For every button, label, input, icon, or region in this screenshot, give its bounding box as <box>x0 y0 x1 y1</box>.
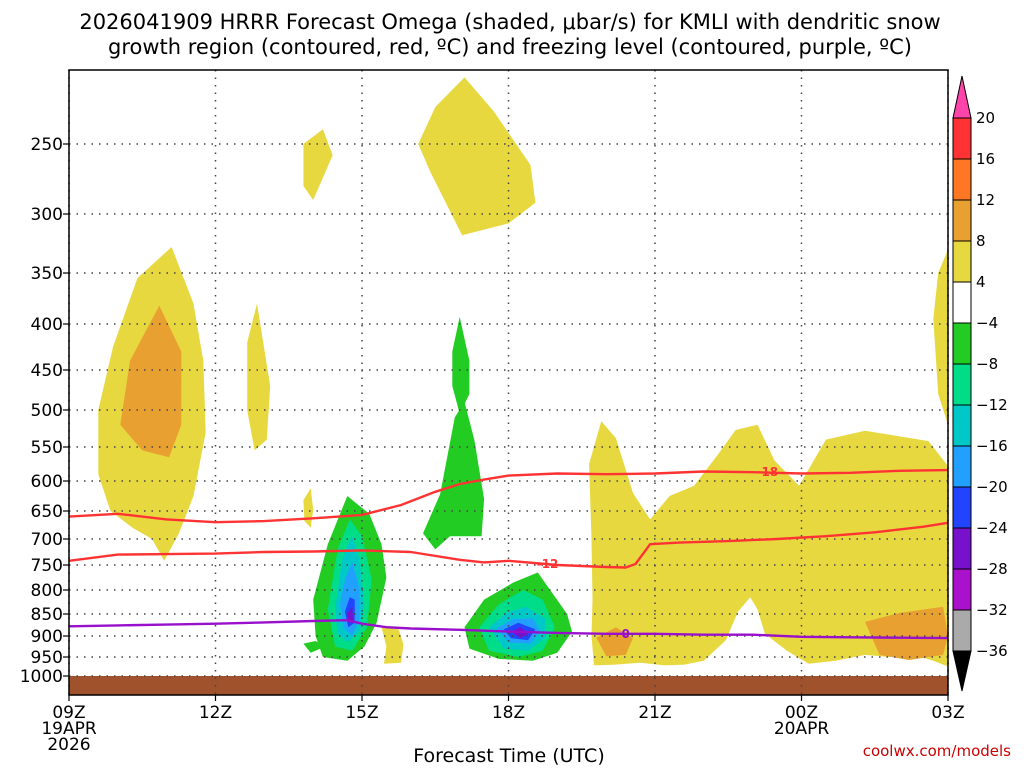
colorbar-swatch-12 <box>952 609 972 652</box>
y-tick-label-800: 800 <box>31 581 63 601</box>
colorbar-label-10: −24 <box>976 519 1008 537</box>
colorbar-label-5: −4 <box>976 314 998 332</box>
y-tick-label-700: 700 <box>31 530 63 550</box>
y-tick-label-1000: 1000 <box>20 667 63 687</box>
colorbar-label-7: −12 <box>976 396 1008 414</box>
contour-line--12 <box>69 521 948 569</box>
x-tick-label-0-1: 19APR <box>41 719 97 739</box>
x-tick-label-4-0: 21Z <box>638 703 671 723</box>
y-tick-label-950: 950 <box>31 648 63 668</box>
colorbar-label-2: 12 <box>976 191 995 209</box>
y-tick-label-250: 250 <box>31 135 63 155</box>
y-tick-label-600: 600 <box>31 472 63 492</box>
colorbar-label-11: −28 <box>976 560 1008 578</box>
colorbar-label-3: 8 <box>976 232 986 250</box>
y-axis-ticks: 2503003504004505005506006507007508008509… <box>20 135 69 687</box>
contour-label--12: -12 <box>537 557 559 571</box>
x-axis-title: Forecast Time (UTC) <box>413 745 604 767</box>
colorbar-label-8: −16 <box>976 437 1008 455</box>
colorbar-legend: 20 16 12 8 4 −4 −8 −12 −16 −20 −24 −28 −32 −36 <box>952 75 1008 692</box>
plot-area: -18 -12 0 <box>68 69 949 696</box>
omega-region-3 <box>303 129 333 200</box>
x-tick-label-1-0: 12Z <box>199 703 232 723</box>
colorbar-swatch-11 <box>952 568 972 611</box>
contour-label-0: 0 <box>622 627 630 641</box>
colorbar-swatch-9 <box>952 486 972 529</box>
colorbar-swatch-1 <box>952 158 972 201</box>
colorbar-label-4: 4 <box>976 273 986 291</box>
x-tick-label-6-0: 03Z <box>931 703 964 723</box>
y-tick-label-450: 450 <box>31 361 63 381</box>
y-tick-label-900: 900 <box>31 627 63 647</box>
x-tick-label-0-2: 2026 <box>47 735 90 755</box>
colorbar-label-9: −20 <box>976 478 1008 496</box>
contour-line--18 <box>69 468 948 524</box>
credit-link[interactable]: coolwx.com/models <box>863 742 1011 760</box>
colorbar-label-1: 16 <box>976 150 995 168</box>
colorbar-label-12: −32 <box>976 601 1008 619</box>
omega-region-7 <box>423 402 485 550</box>
colorbar-swatch-5 <box>952 322 972 365</box>
omega-region-24 <box>865 606 948 660</box>
colorbar-label-6: −8 <box>976 355 998 373</box>
omega-shading-layer <box>98 77 948 667</box>
x-tick-label-3-0: 18Z <box>492 703 525 723</box>
colorbar-label-13: −36 <box>976 642 1008 660</box>
colorbar-label-0: 20 <box>976 109 995 127</box>
omega-region-4 <box>418 77 536 236</box>
omega-region-22 <box>589 421 948 667</box>
omega-region-14 <box>303 641 326 653</box>
x-tick-label-5-0: 00Z <box>785 703 818 723</box>
y-tick-label-750: 750 <box>31 556 63 576</box>
contour-labels: -18 -12 0 <box>537 465 778 641</box>
colorbar-swatch-10 <box>952 527 972 570</box>
omega-region-1 <box>120 305 182 458</box>
colorbar-swatch-8 <box>952 445 972 488</box>
y-tick-label-500: 500 <box>31 401 63 421</box>
y-tick-label-300: 300 <box>31 205 63 225</box>
y-tick-label-350: 350 <box>31 264 63 284</box>
y-tick-label-550: 550 <box>31 438 63 458</box>
temperature-contours <box>69 468 948 640</box>
colorbar-swatch-2 <box>952 199 972 242</box>
omega-region-25 <box>933 249 948 425</box>
colorbar-swatch-7 <box>952 404 972 447</box>
y-tick-label-850: 850 <box>31 605 63 625</box>
colorbar-bottom-arrow <box>952 650 972 692</box>
y-tick-label-400: 400 <box>31 315 63 335</box>
colorbar-swatch-4 <box>952 281 972 324</box>
omega-region-15 <box>381 627 404 664</box>
omega-region-13 <box>347 606 354 623</box>
omega-region-2 <box>247 303 271 451</box>
colorbar-swatch-3 <box>952 240 972 283</box>
contour-label--18: -18 <box>756 465 778 479</box>
chart-title-line-1: 2026041909 HRRR Forecast Omega (shaded, … <box>79 10 940 34</box>
x-tick-label-2-0: 15Z <box>345 703 378 723</box>
colorbar-swatch-0 <box>952 117 972 160</box>
colorbar-swatch-6 <box>952 363 972 406</box>
contour-line-0 <box>69 619 948 640</box>
x-tick-label-0-0: 09Z <box>52 703 85 723</box>
omega-region-6 <box>452 316 470 414</box>
x-tick-label-5-1: 20APR <box>774 719 830 739</box>
y-tick-label-650: 650 <box>31 502 63 522</box>
chart-title-line-2: growth region (contoured, red, ºC) and f… <box>108 35 912 59</box>
